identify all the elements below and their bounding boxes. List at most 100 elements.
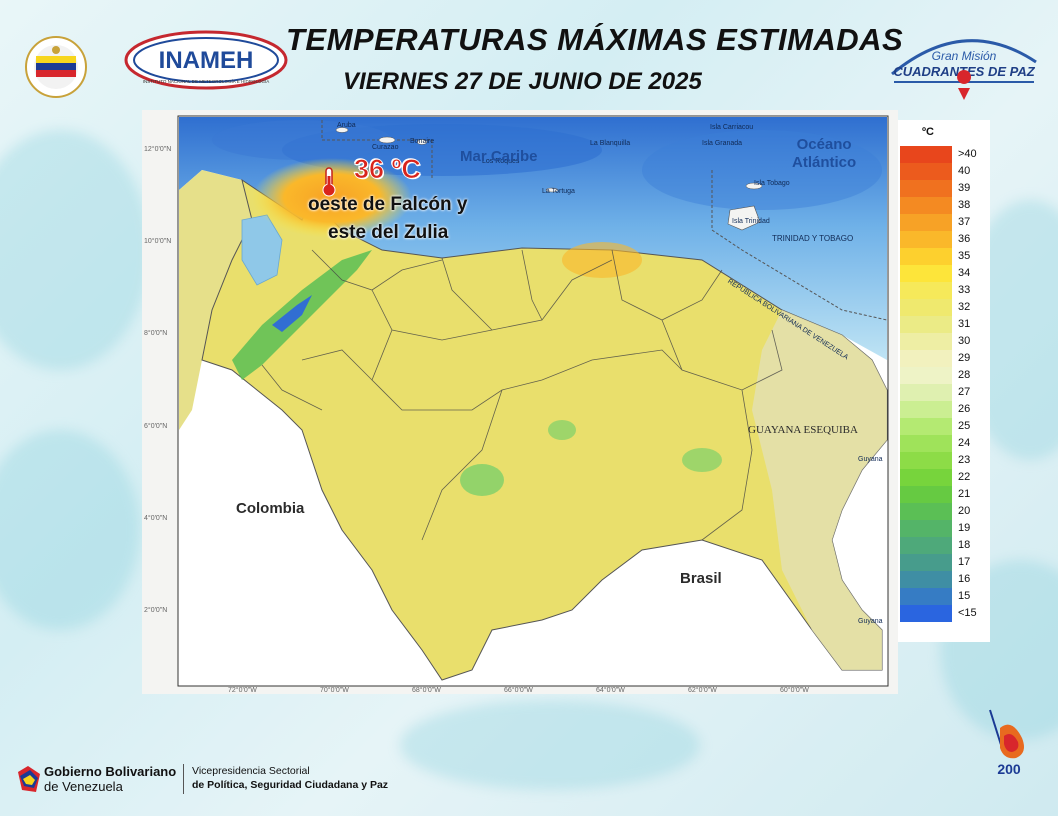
legend-label: 19 [958,522,971,534]
lat-label: 6°0'0"N [144,423,168,430]
legend-swatch [900,180,952,197]
label-granada: Isla Granada [702,140,743,147]
legend-entry: 26 [900,401,988,418]
label-trinidad: Isla Trinidad [732,218,770,225]
legend-label: 29 [958,352,971,364]
label-los-roques: Los Roques [482,158,520,165]
lon-label: 62°0'0"W [688,687,717,694]
lon-label: 70°0'0"W [320,687,349,694]
legend-label: 25 [958,420,971,432]
vicepresidencia-line2: de Política, Seguridad Ciudadana y Paz [192,779,389,791]
lon-label: 66°0'0"W [504,687,533,694]
legend-entry: 23 [900,452,988,469]
legend-entry: 31 [900,316,988,333]
legend-label: 24 [958,437,971,449]
lon-label: 72°0'0"W [228,687,257,694]
background-texture [0,130,150,370]
legend-label: 18 [958,539,971,551]
label-la-blanquilla: La Blanquilla [590,140,631,147]
legend-swatch [900,299,952,316]
legend-label: 32 [958,301,971,313]
legend-entry: 19 [900,520,988,537]
legend-swatch [900,163,952,180]
lat-label: 2°0'0"N [144,607,168,614]
legend-label: 31 [958,318,971,330]
legend-entry: 16 [900,571,988,588]
legend-entry: 21 [900,486,988,503]
legend-label: 38 [958,199,971,211]
legend-label: 17 [958,556,971,568]
background-texture [0,430,140,630]
lat-label: 4°0'0"N [144,515,168,522]
legend-swatch [900,350,952,367]
legend-unit: ºC [922,126,934,138]
cuadrantes-de-paz-logo: Gran Misión CUADRANTES DE PAZ [884,22,1044,104]
legend-entry: 35 [900,248,988,265]
legend-swatch [900,333,952,350]
lon-label: 64°0'0"W [596,687,625,694]
legend-label: 28 [958,369,971,381]
inameh-logo-text: INAMEH [159,47,254,74]
max-temperature-value: 36 ºC [354,154,422,185]
legend-swatch [900,486,952,503]
legend-swatch [900,469,952,486]
label-aruba: Aruba [337,122,356,129]
legend-swatch [900,435,952,452]
legend-swatch [900,367,952,384]
state-borders [261,249,783,541]
legend-entry: <15 [900,605,988,622]
legend-label: 23 [958,454,971,466]
legend-label: <15 [958,607,977,619]
inameh-logo-caption: INSTITUTO NACIONAL DE METEOROLOGÍA E HID… [143,78,270,84]
thermometer-icon [322,167,336,197]
legend-swatch [900,265,952,282]
legend-swatch [900,554,952,571]
bicentenario-badge: 200 [982,708,1036,794]
gobierno-bolivariano-logo: Gobierno Bolivariano de Venezuela [16,762,186,798]
cuadrantes-line1: Gran Misión [932,49,997,63]
label-carriacou: Isla Carriacou [710,124,754,131]
label-oceano-atlantico: Océano Atlántico [792,136,856,172]
legend-swatch [900,384,952,401]
lon-label: 60°0'0"W [780,687,809,694]
badge-text: 200 [997,761,1021,777]
label-bonaire: Bonaire [410,138,435,145]
legend-entry: >40 [900,146,988,163]
legend-label: 34 [958,267,971,279]
legend-entry: 22 [900,469,988,486]
legend-swatch [900,537,952,554]
legend-label: 15 [958,590,971,602]
legend-swatch [900,282,952,299]
legend-label: 27 [958,386,971,398]
legend-swatch [900,452,952,469]
legend-swatch [900,605,952,622]
legend-entry: 32 [900,299,988,316]
lat-label: 10°0'0"N [144,238,172,245]
legend-swatch [900,401,952,418]
temperature-legend: ºC >40 40 39 38 37 36 35 34 33 32 31 30 29 28 27 26 25 2… [898,120,990,642]
legend-label: 22 [958,471,971,483]
legend-swatch [900,214,952,231]
label-trinidad-tobago: TRINIDAD Y TOBAGO [772,234,854,243]
legend-entry: 33 [900,282,988,299]
legend-entry: 39 [900,180,988,197]
page-subtitle: VIERNES 27 DE JUNIO DE 2025 [343,68,702,95]
vicepresidencia-line1: Vicepresidencia Sectorial [192,765,310,777]
legend-entry: 18 [900,537,988,554]
legend-entry: 34 [900,265,988,282]
legend-label: 33 [958,284,971,296]
legend-entry: 17 [900,554,988,571]
legend-label: 35 [958,250,971,262]
label-brasil: Brasil [680,570,722,587]
lat-label: 12°0'0"N [144,146,172,153]
max-temperature-region-line1: oeste de Falcón y [308,194,468,215]
legend-entry: 20 [900,503,988,520]
legend-entry: 37 [900,214,988,231]
legend-swatch [900,248,952,265]
legend-swatch [900,503,952,520]
legend-label: 16 [958,573,971,585]
legend-swatch [900,197,952,214]
legend-label: 20 [958,505,971,517]
label-la-tortuga: La Tortuga [542,188,575,195]
legend-label: 39 [958,182,971,194]
